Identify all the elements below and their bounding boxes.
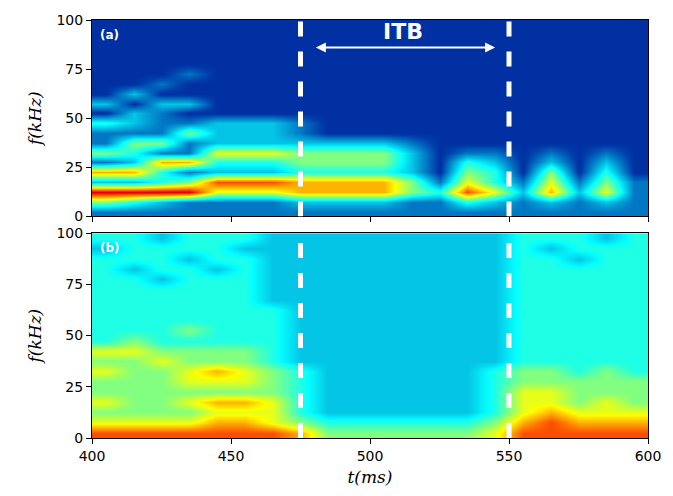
svg-text:f(kHz): f(kHz)	[25, 91, 45, 147]
svg-text:500: 500	[357, 448, 384, 464]
svg-text:100: 100	[56, 12, 83, 28]
svg-text:ITB: ITB	[383, 19, 423, 44]
svg-text:0: 0	[74, 430, 83, 446]
svg-text:50: 50	[65, 110, 83, 126]
svg-text:75: 75	[65, 276, 83, 292]
svg-text:(a): (a)	[100, 28, 119, 42]
svg-text:(b): (b)	[100, 241, 120, 255]
svg-text:600: 600	[635, 448, 662, 464]
svg-text:t(ms): t(ms)	[348, 467, 393, 487]
svg-text:100: 100	[56, 225, 83, 241]
svg-text:50: 50	[65, 327, 83, 343]
svg-text:0: 0	[74, 208, 83, 224]
svg-text:450: 450	[218, 448, 245, 464]
svg-text:25: 25	[65, 159, 83, 175]
svg-text:400: 400	[79, 448, 106, 464]
svg-text:f(kHz): f(kHz)	[25, 309, 45, 365]
svg-text:550: 550	[496, 448, 523, 464]
svg-text:75: 75	[65, 61, 83, 77]
svg-text:25: 25	[65, 379, 83, 395]
